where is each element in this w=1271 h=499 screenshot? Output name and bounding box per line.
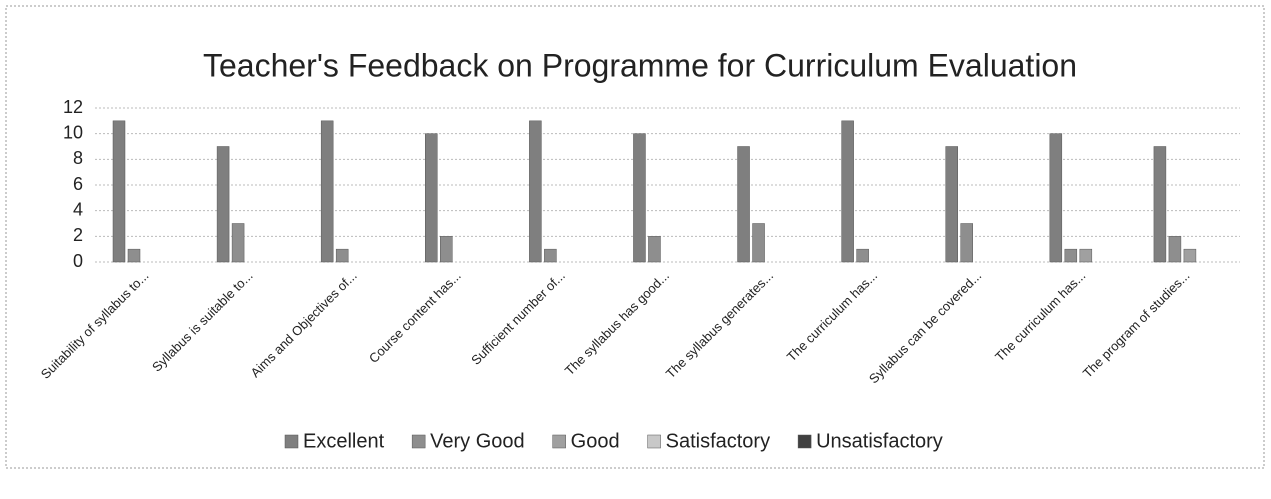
bar xyxy=(960,223,973,263)
bar xyxy=(231,223,245,263)
legend-label: Excellent xyxy=(303,430,385,452)
bar xyxy=(216,146,230,263)
bar xyxy=(648,236,661,263)
bar xyxy=(320,120,334,263)
bar xyxy=(945,146,958,263)
bar xyxy=(856,248,869,263)
bar xyxy=(1168,236,1182,263)
bar xyxy=(1064,248,1078,263)
bar xyxy=(841,120,854,263)
bar xyxy=(1049,133,1063,263)
y-tick-label: 12 xyxy=(63,97,83,117)
bar xyxy=(737,146,750,263)
legend-label: Satisfactory xyxy=(666,430,770,452)
legend-swatch xyxy=(284,434,299,449)
y-tick-label: 0 xyxy=(73,251,83,271)
legend-swatch xyxy=(552,434,566,449)
y-tick-label: 4 xyxy=(73,199,83,219)
bar xyxy=(1183,248,1197,263)
bar xyxy=(529,120,542,263)
y-tick-label: 8 xyxy=(73,148,83,168)
chart-title: Teacher's Feedback on Programme for Curr… xyxy=(203,47,1077,83)
legend-label: Good xyxy=(571,430,620,452)
legend-swatch xyxy=(411,434,426,449)
legend-label: Very Good xyxy=(430,430,525,452)
y-tick-label: 10 xyxy=(63,122,83,142)
bar xyxy=(633,133,646,263)
bar xyxy=(752,223,765,263)
legend-swatch xyxy=(797,434,812,449)
y-tick-label: 2 xyxy=(73,225,83,245)
bar xyxy=(425,133,438,263)
legend-swatch xyxy=(647,434,661,449)
bar xyxy=(440,236,453,263)
bar xyxy=(1153,146,1167,263)
legend-label: Unsatisfactory xyxy=(816,430,943,452)
bar xyxy=(544,248,557,263)
bar xyxy=(1079,248,1093,263)
bar xyxy=(127,248,141,263)
bar xyxy=(335,248,349,263)
y-tick-label: 6 xyxy=(73,174,83,194)
bar xyxy=(112,120,126,263)
